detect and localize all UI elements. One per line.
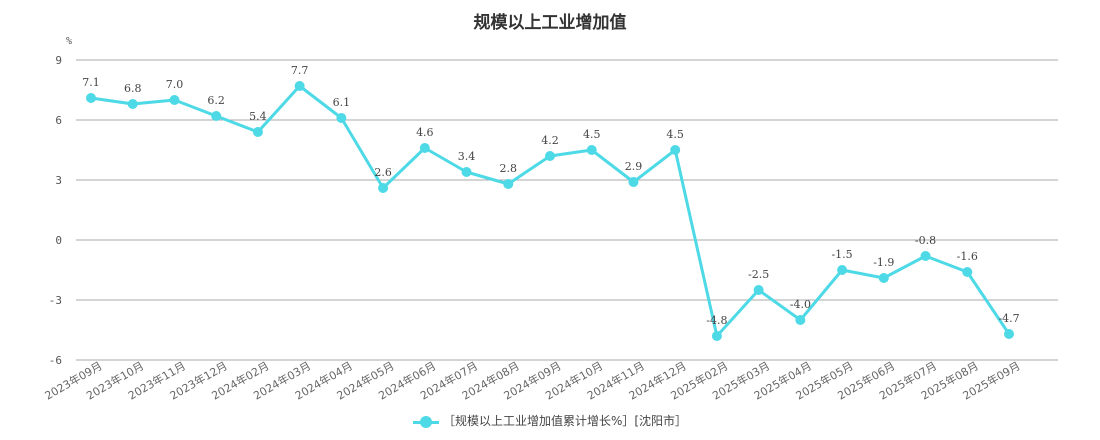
y-tick-label: 9: [55, 54, 62, 67]
y-tick-label: 0: [55, 234, 62, 247]
data-point: [920, 251, 931, 261]
data-point: [336, 113, 347, 123]
y-tick-label: -3: [49, 294, 62, 307]
data-point: [753, 285, 764, 295]
data-label: -0.8: [915, 234, 936, 247]
data-point: [837, 265, 848, 275]
data-label: -4.7: [998, 312, 1019, 325]
data-point: [127, 99, 138, 109]
data-label: 4.6: [416, 126, 434, 139]
data-point: [211, 111, 222, 121]
data-label: 6.2: [207, 94, 225, 107]
legend-label: ［规模以上工业增加值累计增长%］[沈阳市］: [442, 414, 688, 428]
data-label: 2.6: [374, 166, 392, 179]
legend-marker-icon: [412, 415, 439, 428]
data-label: 6.1: [333, 96, 351, 109]
data-point: [461, 167, 472, 177]
data-label: 4.5: [583, 128, 601, 141]
data-point: [795, 315, 806, 325]
data-label: -4.0: [790, 298, 811, 311]
data-label: -4.8: [706, 314, 727, 327]
data-label: -1.6: [957, 250, 978, 263]
data-point: [586, 145, 597, 155]
data-point: [878, 273, 889, 283]
data-label: 2.9: [625, 160, 643, 173]
data-point: [503, 179, 514, 189]
data-label: 7.0: [166, 78, 184, 91]
data-label: 4.2: [541, 134, 559, 147]
y-unit-label: %: [66, 36, 72, 47]
data-label: 4.5: [666, 128, 684, 141]
series-line: [90, 84, 1011, 338]
data-point: [545, 151, 555, 161]
data-label: -2.5: [748, 268, 769, 281]
y-tick-label: 6: [55, 114, 62, 127]
data-point: [169, 95, 180, 105]
line-chart: %9630-3-62023年09月2023年10月2023年11月2023年12…: [42, 36, 1058, 403]
y-tick-label: -6: [49, 354, 62, 367]
chart-title: 规模以上工业增加值: [473, 13, 627, 33]
data-point: [419, 143, 430, 153]
data-label: 2.8: [500, 162, 518, 175]
data-point: [628, 177, 639, 187]
data-point: [294, 81, 305, 91]
data-label: -1.5: [831, 248, 852, 261]
data-point: [252, 127, 263, 137]
data-point: [962, 267, 973, 277]
data-label: 5.4: [249, 110, 267, 123]
data-label: 6.8: [124, 82, 142, 95]
data-point: [670, 145, 681, 155]
data-label: 7.1: [82, 76, 100, 89]
data-point: [1004, 329, 1014, 339]
data-point: [711, 331, 722, 341]
data-point: [378, 183, 389, 193]
data-label: 3.4: [458, 150, 476, 163]
data-label: 7.7: [291, 64, 309, 77]
data-label: -1.9: [873, 256, 894, 269]
data-point: [86, 93, 96, 103]
legend[interactable]: ［规模以上工业增加值累计增长%］[沈阳市］: [0, 412, 1100, 429]
y-tick-label: 3: [55, 174, 62, 187]
